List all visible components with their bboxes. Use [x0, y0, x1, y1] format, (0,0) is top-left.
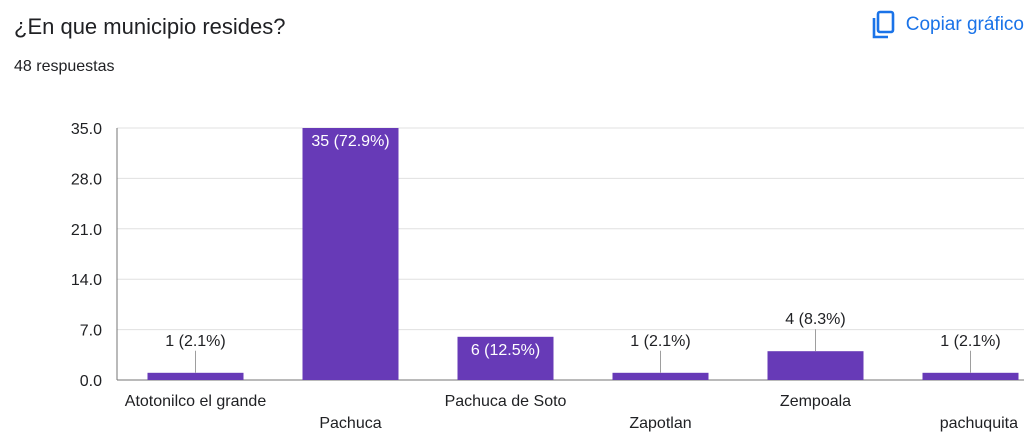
y-tick-label: 21.0 [71, 222, 102, 239]
data-label: 1 (2.1%) [165, 333, 225, 350]
bar [922, 372, 1019, 380]
y-tick-label: 14.0 [71, 272, 102, 289]
data-label: 35 (72.9%) [311, 133, 389, 150]
data-label: 1 (2.1%) [630, 333, 690, 350]
y-tick-label: 7.0 [80, 323, 102, 340]
data-label: 4 (8.3%) [785, 311, 845, 328]
bar [457, 336, 554, 380]
copy-chart-label: Copiar gráfico [905, 14, 1024, 35]
y-tick-label: 0.0 [80, 373, 102, 390]
copy-chart-button[interactable]: Copiar gráfico [870, 10, 1024, 40]
bar [302, 128, 399, 380]
response-count: 48 respuestas [14, 58, 115, 75]
category-label: Zapotlan [629, 415, 691, 432]
bar [612, 372, 709, 380]
y-tick-label: 28.0 [71, 171, 102, 188]
data-label: 1 (2.1%) [940, 333, 1000, 350]
data-label: 6 (12.5%) [471, 342, 540, 359]
bar [147, 372, 244, 380]
y-tick-label: 35.0 [71, 121, 102, 138]
question-title: ¿En que municipio resides? [14, 14, 286, 39]
copy-icon [870, 10, 896, 40]
bar [767, 351, 864, 380]
category-label: Pachuca [319, 415, 381, 432]
category-label: Atotonilco el grande [125, 393, 267, 410]
category-label: Zempoala [780, 393, 851, 410]
category-label: Pachuca de Soto [445, 393, 567, 410]
category-label: pachuquita [940, 415, 1018, 432]
